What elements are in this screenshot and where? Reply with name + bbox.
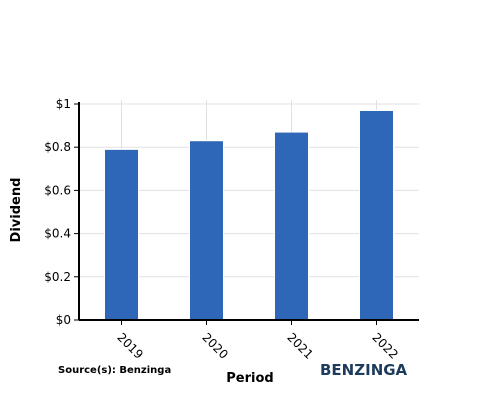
y-tick-labels: $0 $0.2 $0.4 $0.6 $0.8 $1 [44, 97, 79, 327]
y-tick-label: $0.4 [44, 227, 71, 241]
y-tick-label: $0 [56, 313, 71, 327]
bar-2022 [359, 109, 394, 321]
y-tick-label: $1 [56, 97, 71, 111]
y-tick-label: $0.8 [44, 140, 71, 154]
bar-2020 [189, 140, 224, 321]
bar-2019 [104, 148, 139, 321]
bars [104, 109, 394, 321]
axes [78, 102, 419, 321]
x-tick-label-2019: 2019 [114, 330, 145, 361]
source-note: Source(s): Benzinga [58, 365, 171, 376]
x-axis-title: Period [226, 371, 273, 386]
x-tick-label-2021: 2021 [284, 330, 315, 361]
y-tick-label: $0.6 [44, 183, 71, 197]
bar-2021 [274, 131, 309, 321]
x-tick-label-2020: 2020 [199, 330, 230, 361]
x-tick-labels: 2019 2020 2021 2022 [114, 320, 401, 362]
benzinga-logo: BENZINGA [320, 361, 408, 379]
x-tick-label-2022: 2022 [369, 330, 400, 361]
y-tick-label: $0.2 [44, 270, 71, 284]
y-axis-title: Dividend [9, 178, 24, 243]
